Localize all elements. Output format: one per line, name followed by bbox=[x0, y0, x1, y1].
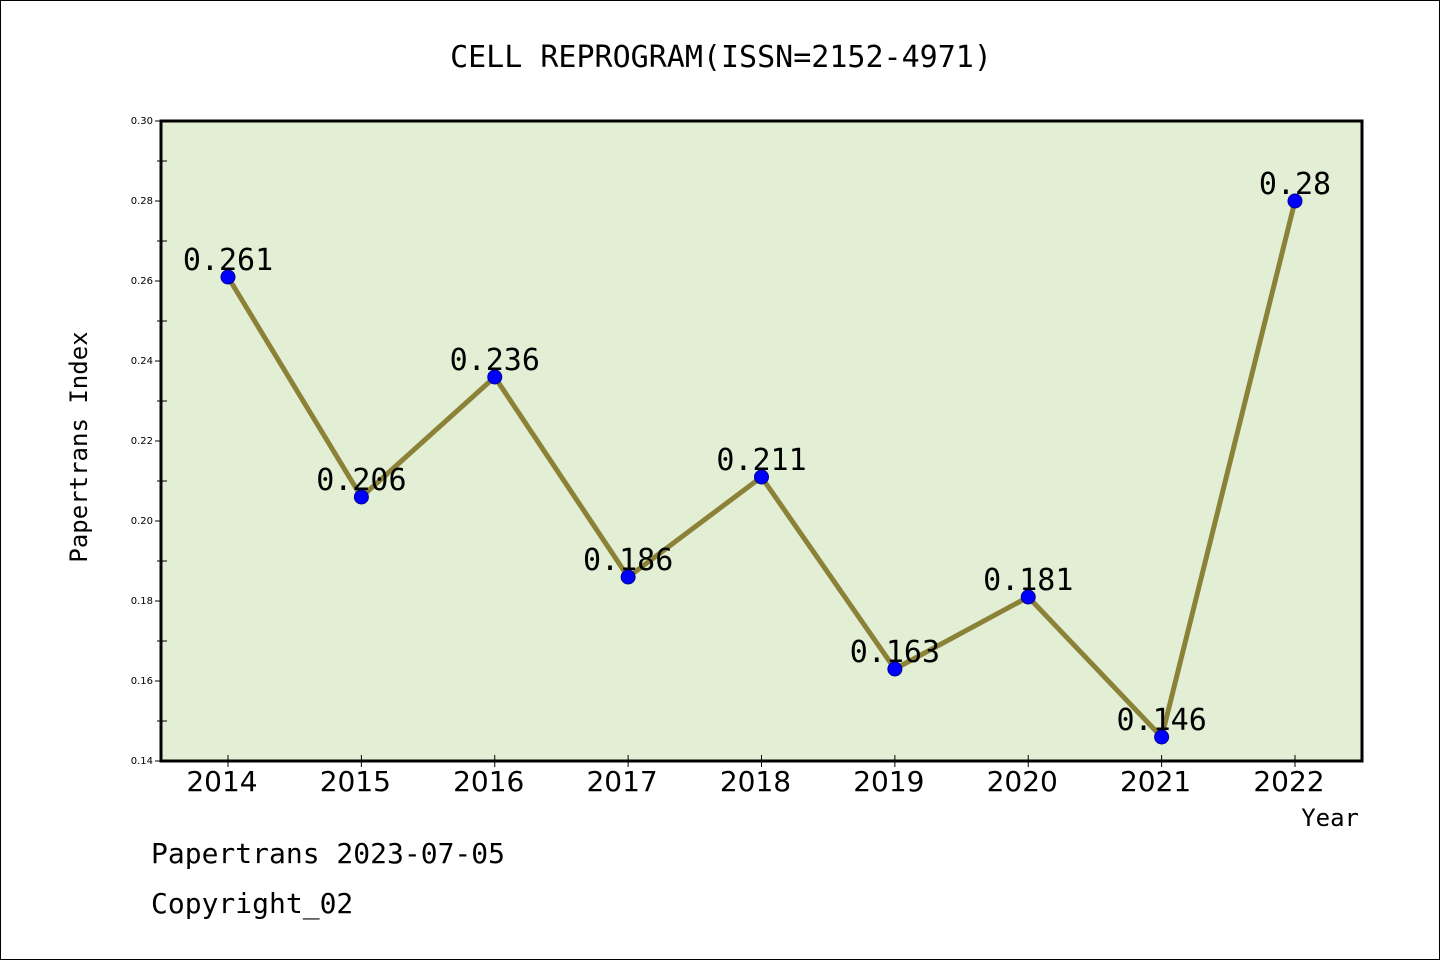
data-markers bbox=[220, 193, 1303, 745]
plot-area bbox=[159, 119, 1364, 763]
x-tick-label: 2014 bbox=[186, 765, 257, 798]
footer-date-line: Papertrans 2023-07-05 bbox=[151, 837, 506, 870]
y-tick-label: 0.30 bbox=[131, 116, 153, 127]
y-tick-label: 0.28 bbox=[131, 196, 153, 207]
data-label: 0.146 bbox=[1116, 703, 1206, 738]
data-point bbox=[887, 661, 903, 677]
data-point bbox=[487, 369, 503, 385]
x-axis: 2014 2015 2016 2017 2018 2019 2020 2021 2022 bbox=[186, 755, 1325, 798]
y-axis: 0.14 0.16 0.18 0.20 0.22 0.24 0.26 0.28 0.30 bbox=[131, 116, 167, 767]
data-point bbox=[1154, 729, 1170, 745]
data-label: 0.186 bbox=[583, 543, 673, 578]
data-label: 0.236 bbox=[450, 343, 540, 378]
y-tick-label: 0.18 bbox=[131, 596, 153, 607]
y-tick-label: 0.24 bbox=[131, 356, 153, 367]
chart-title: CELL REPROGRAM(ISSN=2152-4971) bbox=[450, 40, 992, 75]
y-axis-label: Papertrans Index bbox=[65, 331, 93, 562]
data-point bbox=[353, 489, 369, 505]
data-label: 0.211 bbox=[716, 443, 806, 478]
x-tick-label: 2017 bbox=[586, 765, 657, 798]
x-tick-label: 2020 bbox=[987, 765, 1058, 798]
data-point bbox=[1020, 589, 1036, 605]
y-tick-label: 0.16 bbox=[131, 676, 153, 687]
data-point bbox=[754, 469, 769, 485]
x-tick-label: 2019 bbox=[853, 765, 924, 798]
data-labels: 0.261 0.206 0.236 0.186 0.211 0.163 0.181 0.146… bbox=[183, 167, 1331, 738]
data-label: 0.181 bbox=[983, 563, 1073, 598]
x-tick-label: 2021 bbox=[1120, 765, 1191, 798]
x-axis-label: Year bbox=[1301, 804, 1359, 832]
footer-copyright: Copyright_02 bbox=[151, 887, 354, 920]
x-tick-label: 2022 bbox=[1253, 765, 1324, 798]
y-tick-label: 0.22 bbox=[131, 436, 153, 447]
x-tick-label: 2018 bbox=[720, 765, 791, 798]
data-label: 0.163 bbox=[850, 635, 940, 670]
y-tick-label: 0.20 bbox=[131, 516, 153, 527]
data-label: 0.261 bbox=[183, 243, 273, 278]
x-tick-label: 2016 bbox=[453, 765, 524, 798]
data-label: 0.28 bbox=[1259, 167, 1331, 202]
y-tick-label: 0.26 bbox=[131, 276, 153, 287]
data-point bbox=[620, 569, 636, 585]
y-tick-label: 0.14 bbox=[131, 756, 153, 767]
x-tick-label: 2015 bbox=[320, 765, 391, 798]
data-point bbox=[220, 269, 236, 285]
data-point bbox=[1287, 193, 1303, 209]
data-label: 0.206 bbox=[316, 463, 406, 498]
